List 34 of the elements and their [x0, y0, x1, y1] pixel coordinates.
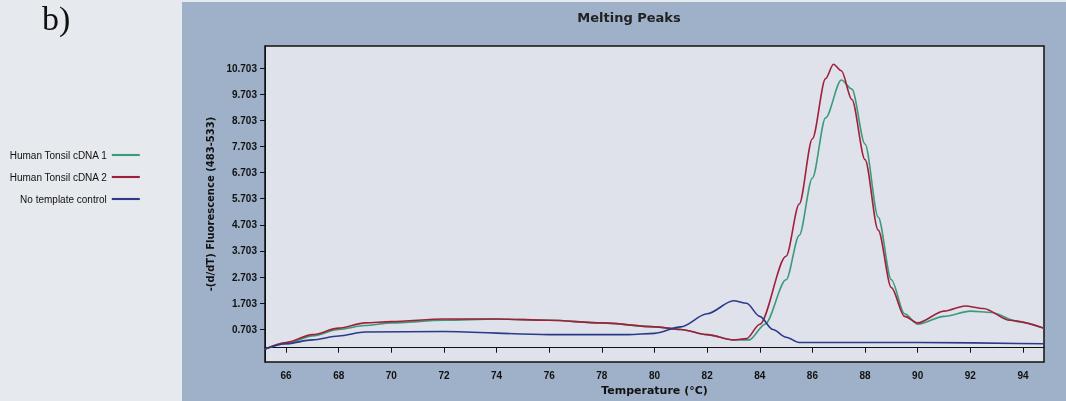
y-tick-label: 9.703 — [231, 88, 258, 100]
x-tick-label: 80 — [648, 369, 661, 381]
x-axis-title: Temperature (°C) — [601, 384, 708, 397]
y-tick-label: 8.703 — [231, 114, 258, 126]
y-tick-label: 3.703 — [231, 245, 258, 257]
y-axis-title: -(d/dT) Fluorescence (483-533) — [205, 116, 217, 292]
y-tick-label: 5.703 — [231, 193, 258, 205]
y-tick-label: 1.703 — [231, 297, 258, 309]
legend-label: Human Tonsil cDNA 2 — [9, 171, 108, 183]
x-tick-label: 94 — [1017, 369, 1029, 381]
y-tick-label: 6.703 — [231, 167, 258, 179]
x-tick-label: 90 — [912, 369, 924, 381]
x-tick-label: 82 — [701, 369, 714, 381]
x-tick-label: 88 — [859, 369, 872, 381]
y-tick-label: 4.703 — [231, 219, 258, 231]
x-tick-label: 78 — [596, 369, 608, 381]
x-tick-label: 86 — [806, 369, 819, 381]
x-tick-label: 92 — [964, 369, 977, 381]
y-tick-label: 7.703 — [231, 141, 258, 152]
line-series — [264, 299, 1045, 350]
x-tick-label: 70 — [385, 369, 398, 381]
y-tick-label: 10.703 — [226, 62, 258, 74]
x-tick-label: 66 — [280, 369, 293, 381]
legend-label: No template control — [20, 193, 107, 205]
x-tick-label: 74 — [491, 369, 503, 381]
x-tick-label: 76 — [543, 369, 556, 381]
legend-label: Human Tonsil cDNA 1 — [9, 149, 108, 161]
y-tick-label: 0.703 — [231, 323, 258, 335]
x-tick-label: 72 — [438, 369, 450, 381]
x-tick-label: 84 — [754, 369, 766, 381]
chart-title: Melting Peaks — [577, 10, 681, 25]
text: b) — [42, 0, 71, 38]
x-tick-label: 68 — [333, 369, 345, 381]
y-tick-label: 2.703 — [231, 271, 258, 283]
